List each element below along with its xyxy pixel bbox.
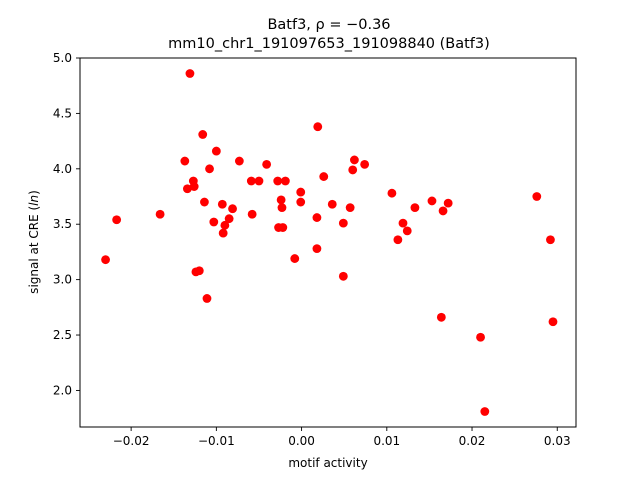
data-point	[546, 235, 555, 245]
data-point	[247, 209, 257, 219]
data-point	[224, 214, 234, 224]
data-point	[155, 209, 165, 219]
data-point	[338, 271, 348, 281]
y-tick-label: 4.0	[53, 162, 72, 176]
data-point	[312, 213, 322, 222]
data-point	[398, 218, 408, 228]
x-tick-label: 0.03	[544, 434, 571, 448]
data-point	[217, 199, 227, 209]
chart-title-line1: Batf3, ρ = −0.36	[267, 17, 390, 33]
axes-frame	[79, 57, 577, 428]
data-point	[182, 184, 192, 194]
data-points	[101, 69, 558, 416]
y-tick-label: 2.5	[53, 328, 72, 342]
data-point	[443, 198, 453, 208]
data-point	[532, 192, 542, 201]
data-point	[180, 156, 190, 166]
data-point	[246, 176, 256, 186]
data-point	[312, 244, 322, 253]
data-point	[327, 199, 337, 209]
data-point	[185, 69, 195, 78]
data-point	[277, 203, 287, 212]
data-point	[220, 220, 230, 230]
data-point	[211, 146, 221, 156]
chart-title-line2: mm10_chr1_191097653_191098840 (Batf3)	[168, 36, 490, 52]
data-point	[276, 195, 286, 205]
x-tick-label: −0.02	[113, 434, 150, 448]
x-tick-label: −0.01	[198, 434, 235, 448]
x-tick-label: 0.02	[459, 434, 486, 448]
y-tick-label: 3.5	[53, 217, 72, 231]
data-point	[262, 159, 272, 169]
data-point	[296, 197, 306, 207]
data-point	[348, 165, 358, 175]
data-point	[209, 217, 219, 227]
y-tick-label: 2.0	[53, 383, 72, 397]
data-point	[200, 197, 209, 207]
x-axis-label: motif activity	[288, 456, 367, 470]
data-point	[273, 176, 283, 186]
data-point	[234, 156, 244, 166]
x-axis-ticks: −0.02 −0.01 0.00 0.01 0.02 0.03	[113, 427, 571, 448]
data-point	[228, 204, 237, 214]
plot-area: −0.02 −0.01 0.00 0.01 0.02 0.03 2.0 2.5 3.0 3.5 4…	[53, 51, 577, 448]
data-point	[278, 223, 288, 232]
data-point	[198, 130, 208, 139]
data-point	[410, 203, 420, 212]
data-point	[476, 332, 485, 342]
data-point	[296, 187, 306, 197]
y-tick-label: 3.0	[53, 273, 72, 287]
data-point	[402, 226, 412, 236]
data-point	[202, 294, 212, 303]
data-point	[290, 254, 300, 263]
x-tick-label: 0.01	[373, 434, 400, 448]
x-tick-label: 0.00	[288, 434, 315, 448]
data-point	[112, 215, 122, 225]
data-point	[254, 176, 264, 186]
data-point	[194, 266, 204, 276]
y-axis-label: signal at CRE (ln)	[27, 190, 41, 294]
data-point	[101, 255, 110, 265]
y-axis-ticks: 2.0 2.5 3.0 3.5 4.0 4.5 5.0	[53, 51, 80, 397]
data-point	[345, 203, 355, 212]
data-point	[205, 164, 214, 174]
data-point	[338, 218, 348, 228]
data-point	[189, 182, 199, 191]
data-point	[436, 312, 446, 322]
y-tick-label: 5.0	[53, 51, 72, 65]
data-point	[319, 172, 329, 181]
y-tick-label: 4.5	[53, 106, 72, 120]
data-point	[427, 196, 437, 206]
data-point	[548, 317, 558, 327]
data-point	[393, 235, 403, 245]
data-point	[350, 155, 359, 165]
data-point	[360, 159, 370, 169]
data-point	[438, 206, 448, 216]
data-point	[280, 176, 290, 186]
data-point	[218, 228, 228, 238]
data-point	[480, 407, 490, 416]
data-point	[387, 188, 397, 198]
data-point	[313, 122, 323, 132]
